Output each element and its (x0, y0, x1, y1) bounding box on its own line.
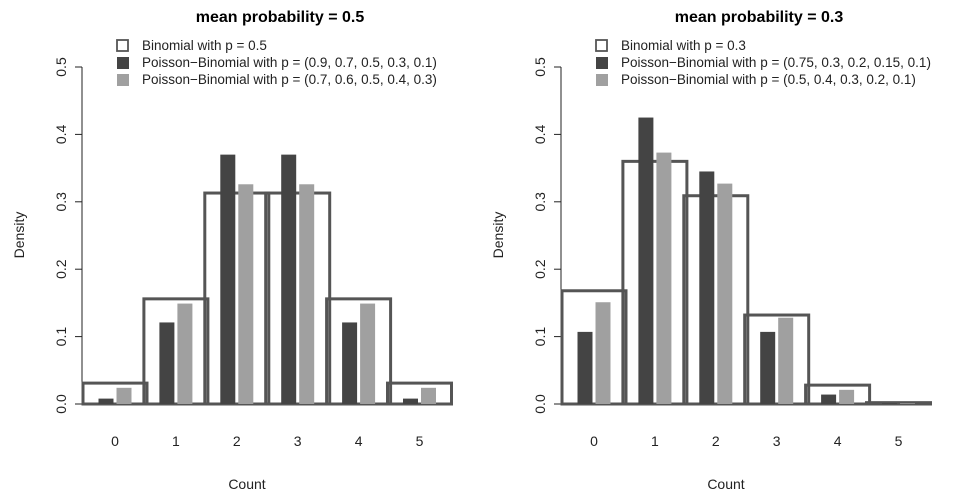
legend-swatch-outline (116, 39, 129, 52)
y-axis-label: Density (11, 212, 27, 259)
chart-title: mean probability = 0.3 (675, 9, 844, 26)
x-tick-label: 2 (233, 433, 241, 449)
x-tick-label: 1 (172, 433, 180, 449)
bar-binomial-3 (743, 313, 811, 406)
bar-binomial-5 (386, 381, 453, 406)
bar-poisson-binomial-a-1 (159, 322, 175, 404)
legend-swatch-fill (596, 57, 608, 69)
bar-poisson-binomial-a-1 (638, 117, 654, 405)
x-tick-label: 3 (294, 433, 302, 449)
bar-poisson-binomial-a-5 (403, 398, 418, 404)
bar-binomial-4 (325, 297, 393, 406)
y-tick-label: 0.2 (532, 259, 548, 279)
y-tick-label: 0.1 (532, 327, 548, 347)
bar-binomial-4 (804, 383, 872, 406)
legend-entry: Poisson−Binomial with p = (0.75, 0.3, 0.… (621, 55, 931, 70)
y-tick-label: 0.4 (532, 124, 548, 144)
bar-poisson-binomial-a-3 (281, 154, 297, 404)
bar-poisson-binomial-b-3 (778, 317, 794, 404)
bar-poisson-binomial-b-2 (717, 183, 733, 404)
x-axis-label: Count (228, 476, 265, 492)
chart-panel-1: mean probability = 0.5 0.0 0.1 0.2 0.3 0.4 0.5… (11, 9, 453, 492)
x-tick-label: 1 (651, 433, 659, 449)
x-tick-label: 5 (416, 433, 424, 449)
bar-poisson-binomial-b-3 (299, 184, 315, 404)
x-tick-label: 4 (355, 433, 363, 449)
y-tick-label: 0.3 (532, 192, 548, 212)
bar-binomial-2 (203, 191, 271, 406)
bar-poisson-binomial-b-4 (360, 303, 376, 404)
bar-poisson-binomial-b-4 (839, 389, 855, 404)
bar-poisson-binomial-a-3 (760, 331, 776, 404)
bar-poisson-binomial-a-5 (882, 403, 897, 404)
bar-poisson-binomial-a-4 (821, 394, 837, 404)
legend-entry: Poisson−Binomial with p = (0.9, 0.7, 0.5… (142, 55, 437, 70)
legend-swatch-fill (117, 74, 129, 86)
legend-entry: Binomial with p = 0.3 (621, 38, 746, 53)
bar-poisson-binomial-a-2 (220, 154, 236, 404)
bar-binomial-0 (81, 381, 149, 406)
y-tick-label: 0.5 (532, 57, 548, 77)
y-tick-label: 0.0 (53, 394, 69, 414)
bar-poisson-binomial-a-2 (699, 171, 715, 404)
legend-swatch-fill (117, 57, 129, 69)
bar-poisson-binomial-b-0 (116, 387, 132, 404)
x-tick-label: 4 (834, 433, 842, 449)
bar-poisson-binomial-a-4 (342, 322, 358, 404)
legend-swatch-fill (596, 74, 608, 86)
y-tick-label: 0.1 (53, 327, 69, 347)
bar-poisson-binomial-b-1 (177, 303, 193, 404)
chart-title: mean probability = 0.5 (196, 9, 365, 26)
bar-poisson-binomial-b-1 (656, 152, 672, 404)
y-tick-label: 0.5 (53, 57, 69, 77)
legend-entry: Poisson−Binomial with p = (0.7, 0.6, 0.5… (142, 72, 437, 87)
y-tick-label: 0.3 (53, 192, 69, 212)
bar-binomial-2 (682, 194, 750, 406)
x-tick-label: 0 (111, 433, 119, 449)
legend-entry: Binomial with p = 0.5 (142, 38, 267, 53)
x-tick-label: 5 (895, 433, 903, 449)
x-tick-label: 3 (773, 433, 781, 449)
x-axis-label: Count (707, 476, 744, 492)
y-tick-label: 0.2 (53, 259, 69, 279)
bar-poisson-binomial-a-0 (577, 331, 593, 404)
bar-binomial-1 (621, 159, 689, 406)
bar-poisson-binomial-b-2 (238, 184, 254, 404)
legend-entry: Poisson−Binomial with p = (0.5, 0.4, 0.3… (621, 72, 916, 87)
y-tick-label: 0.0 (532, 394, 548, 414)
legend-swatch-outline (595, 39, 608, 52)
chart-panel-2: mean probability = 0.3 0.0 0.1 0.2 0.3 0.4 0.5… (490, 9, 932, 492)
bar-poisson-binomial-b-0 (595, 302, 611, 404)
bar-poisson-binomial-b-5 (421, 387, 436, 404)
bar-binomial-5 (865, 401, 932, 406)
x-tick-label: 2 (712, 433, 720, 449)
bar-binomial-1 (142, 297, 210, 406)
bar-poisson-binomial-b-5 (900, 403, 915, 404)
bar-binomial-3 (264, 191, 332, 406)
bar-poisson-binomial-a-0 (98, 398, 114, 404)
bar-binomial-0 (560, 289, 628, 406)
x-tick-label: 0 (590, 433, 598, 449)
y-tick-label: 0.4 (53, 124, 69, 144)
y-axis-label: Density (490, 212, 506, 259)
